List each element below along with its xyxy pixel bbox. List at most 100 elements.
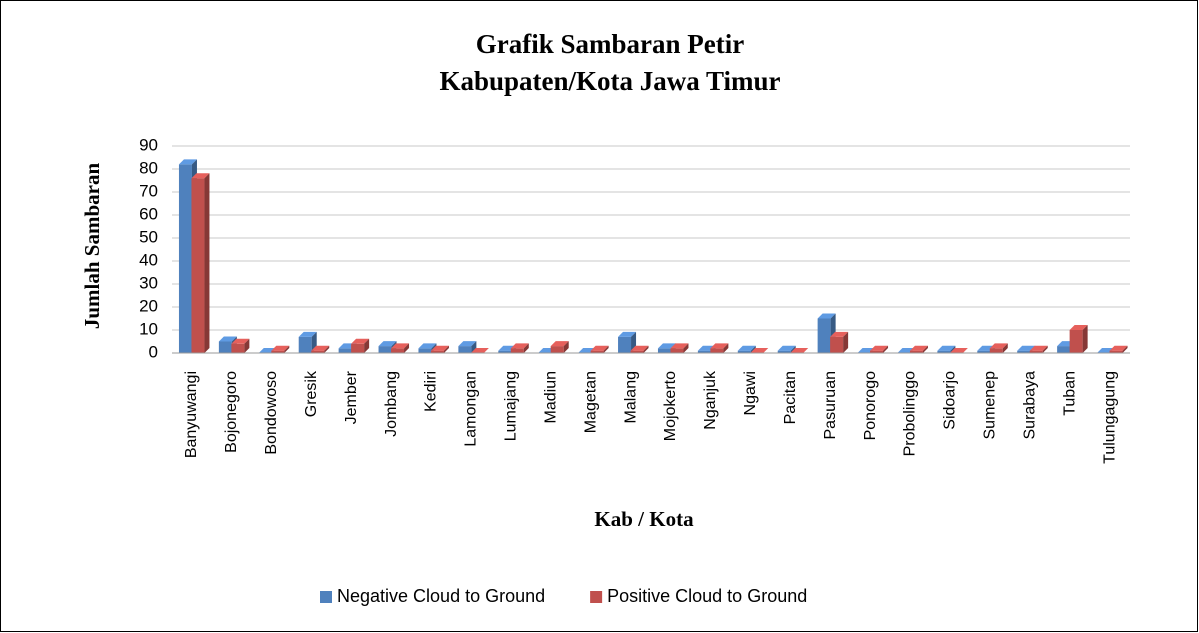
bar-top bbox=[271, 345, 290, 351]
bar-side bbox=[244, 338, 250, 353]
bar-front bbox=[1069, 330, 1083, 353]
bar-top bbox=[1029, 345, 1048, 351]
bar-top bbox=[830, 331, 849, 337]
x-tick-label: Sidoarjo bbox=[942, 371, 959, 430]
bar bbox=[830, 331, 849, 353]
x-tick-label: Malang bbox=[622, 371, 639, 423]
bar-side bbox=[563, 341, 569, 353]
bar-front bbox=[618, 336, 632, 353]
bar-front bbox=[351, 343, 365, 353]
bar-top bbox=[311, 345, 330, 351]
bar-side bbox=[443, 345, 449, 353]
bar-top bbox=[458, 341, 477, 347]
bar-side bbox=[1122, 345, 1128, 353]
bar-front bbox=[298, 336, 312, 353]
bar-front bbox=[710, 348, 724, 353]
bar-front bbox=[870, 350, 884, 353]
bar-front bbox=[378, 346, 392, 353]
bar-top bbox=[391, 343, 410, 349]
x-tick-label: Pasuruan bbox=[822, 371, 839, 440]
bar-top bbox=[1069, 325, 1088, 330]
bar bbox=[231, 338, 250, 353]
bar bbox=[670, 343, 689, 353]
legend-swatch bbox=[590, 591, 603, 603]
bar-front bbox=[817, 318, 831, 353]
x-tick-label: Bojonegoro bbox=[223, 371, 240, 453]
x-tick-label: Banyuwangi bbox=[183, 371, 200, 458]
bar bbox=[391, 343, 410, 353]
bar-side bbox=[404, 343, 410, 353]
bar-front bbox=[657, 348, 671, 353]
bar-front bbox=[830, 336, 844, 353]
bar-top bbox=[231, 338, 250, 344]
y-tick-label: 20 bbox=[139, 296, 158, 315]
x-tick-label: Jember bbox=[343, 370, 360, 424]
x-tick-label: Kediri bbox=[423, 371, 440, 412]
bar-top bbox=[178, 159, 197, 165]
bar-side bbox=[1082, 325, 1088, 353]
bar-side bbox=[790, 345, 796, 353]
bar-front bbox=[1109, 350, 1123, 353]
chart-subtitle: Kabupaten/Kota Jawa Timur bbox=[439, 66, 780, 96]
x-tick-label: Bondowoso bbox=[263, 371, 280, 455]
bar-side bbox=[1002, 343, 1008, 353]
x-tick-label: Probolinggo bbox=[902, 371, 919, 457]
bar bbox=[590, 345, 609, 353]
legend-label: Negative Cloud to Ground bbox=[337, 586, 545, 606]
bar-top bbox=[790, 348, 809, 353]
x-tick-label: Sumenep bbox=[982, 371, 999, 440]
bar bbox=[1069, 325, 1088, 353]
bar-side bbox=[843, 331, 849, 353]
bar-front bbox=[338, 348, 352, 353]
bar-top bbox=[470, 348, 489, 353]
x-tick-label: Lamongan bbox=[463, 371, 480, 447]
y-tick-label: 40 bbox=[139, 250, 158, 269]
bar-front bbox=[737, 350, 751, 353]
bar-top bbox=[937, 345, 956, 351]
bar-side bbox=[364, 338, 370, 353]
bar-top bbox=[1017, 345, 1036, 351]
bar bbox=[311, 345, 330, 353]
bar bbox=[191, 173, 210, 353]
y-axis-label: Jumlah Sambaran bbox=[80, 163, 104, 330]
bar-top bbox=[777, 345, 796, 351]
bar-top bbox=[550, 341, 569, 347]
bar bbox=[271, 345, 290, 353]
bar bbox=[510, 343, 529, 353]
x-tick-label: Surabaya bbox=[1021, 371, 1038, 440]
bar-top bbox=[298, 331, 317, 337]
bar-side bbox=[950, 345, 956, 353]
bar-top bbox=[817, 313, 836, 319]
bar bbox=[989, 343, 1008, 353]
bar bbox=[870, 345, 889, 353]
bar-side bbox=[1042, 345, 1048, 353]
bar-front bbox=[909, 350, 923, 353]
bar-front bbox=[1017, 350, 1031, 353]
bar-side bbox=[471, 341, 477, 353]
bar-side bbox=[723, 343, 729, 353]
bar-side bbox=[883, 345, 889, 353]
bar-side bbox=[284, 345, 290, 353]
bar-front bbox=[590, 350, 604, 353]
x-tick-label: Ngawi bbox=[742, 371, 759, 415]
bar-side bbox=[750, 345, 756, 353]
bar-side bbox=[523, 343, 529, 353]
bar-side bbox=[683, 343, 689, 353]
bar bbox=[777, 345, 796, 353]
bar-top bbox=[590, 345, 609, 351]
bar-front bbox=[498, 350, 512, 353]
x-tick-label: Pacitan bbox=[782, 371, 799, 424]
bar-front bbox=[777, 350, 791, 353]
x-axis-label: Kab / Kota bbox=[594, 507, 694, 531]
bar-top bbox=[510, 343, 529, 349]
bar bbox=[790, 348, 809, 353]
bar-side bbox=[204, 173, 210, 353]
bar-front bbox=[550, 346, 564, 353]
bar-front bbox=[670, 348, 684, 353]
bar-top bbox=[750, 348, 769, 353]
bar-front bbox=[430, 350, 444, 353]
bar bbox=[1109, 345, 1128, 353]
bar-top bbox=[989, 343, 1008, 349]
bar bbox=[710, 343, 729, 353]
